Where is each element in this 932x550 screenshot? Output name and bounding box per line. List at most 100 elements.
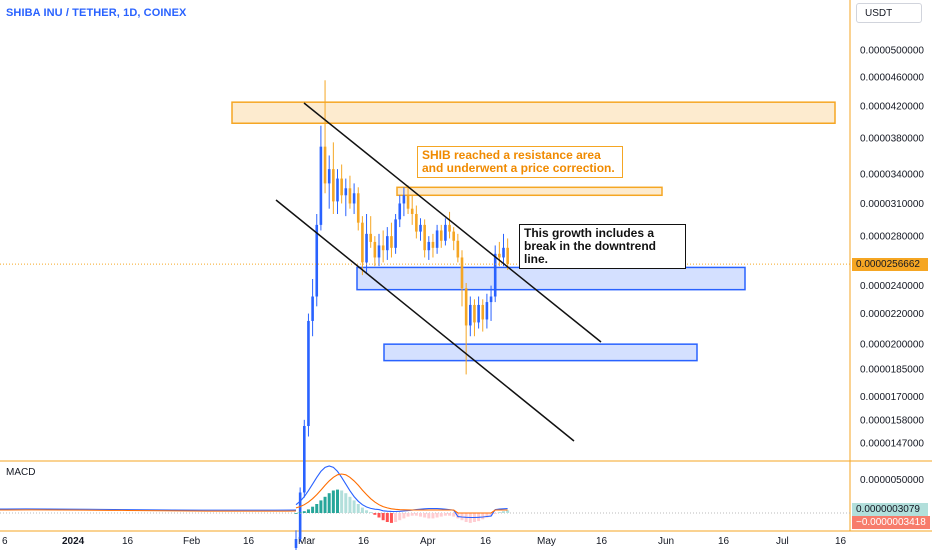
candle-body — [361, 222, 364, 263]
candle-body — [402, 195, 406, 204]
zone-orange — [396, 186, 663, 197]
time-tick-label: 16 — [122, 536, 134, 547]
candle-body — [352, 193, 356, 204]
time-tick-label: 6 — [2, 536, 8, 547]
macd-histogram-bar — [360, 507, 364, 513]
macd-histogram-bar — [302, 511, 306, 513]
candle-body — [473, 304, 476, 323]
price-tick-label: 0.0000147000 — [860, 439, 924, 450]
macd-histogram-bar — [369, 512, 373, 513]
macd-histogram-bar — [439, 513, 443, 517]
macd-histogram-bar — [419, 513, 422, 517]
candle-body — [489, 296, 493, 303]
price-tick-label: 0.0000380000 — [860, 134, 924, 145]
price-tick-label: 0.0000340000 — [860, 169, 924, 180]
candle-body — [323, 146, 327, 184]
macd-histogram-bar — [331, 490, 335, 513]
candle-body — [439, 230, 443, 241]
candle-body — [369, 233, 372, 242]
price-tick-label: 0.0000170000 — [860, 392, 924, 403]
candle-body — [419, 224, 422, 232]
symbol-title: SHIBA INU / TETHER, 1D, COINEX — [6, 7, 187, 19]
macd-histogram-bar — [306, 509, 310, 513]
price-tick-label: 0.0000220000 — [860, 309, 924, 320]
time-tick-label: Jul — [776, 536, 789, 547]
time-tick-label: Apr — [420, 536, 436, 547]
candle-body — [435, 230, 439, 248]
macd-histogram-bar — [448, 513, 452, 516]
macd-histogram-bar — [294, 513, 298, 514]
macd-histogram-bar — [414, 513, 418, 516]
candle-body — [332, 169, 335, 202]
candle-body — [307, 320, 310, 426]
candle-body — [415, 213, 418, 232]
macd-histogram-bar — [340, 490, 344, 513]
price-tick-label: 0.0000460000 — [860, 72, 924, 83]
macd-histogram-bar — [315, 504, 319, 513]
macd-histogram-bar — [344, 493, 348, 513]
candle-body — [502, 247, 505, 258]
candle-body — [303, 425, 306, 493]
macd-histogram-bar — [298, 512, 302, 513]
candle-body — [327, 169, 331, 184]
candle-body — [477, 304, 480, 323]
candle-body — [493, 253, 497, 297]
price-tick-label: 0.0000310000 — [860, 199, 924, 210]
macd-histogram-bar — [311, 506, 315, 513]
macd-label: MACD — [6, 467, 36, 478]
time-tick-label: 16 — [243, 536, 255, 547]
macd-histogram-bar — [356, 504, 360, 513]
macd-line — [295, 465, 508, 519]
candle-body — [311, 296, 314, 321]
candle-body — [481, 304, 485, 320]
candle-body — [448, 224, 451, 232]
candle-body — [406, 195, 410, 209]
candle-body — [444, 224, 447, 241]
candle-body — [464, 288, 468, 326]
resistance-annotation: SHIB reached a resistance area and under… — [417, 146, 623, 178]
candle-body — [431, 241, 435, 248]
candle-body — [386, 236, 389, 251]
macd-tick-label: 0.0000050000 — [860, 475, 924, 486]
macd-histogram-bar — [406, 513, 410, 517]
candle-body — [315, 224, 319, 297]
candle-body — [344, 188, 348, 196]
candle-body — [381, 245, 385, 251]
macd-histogram-bar — [489, 513, 493, 516]
candle-body — [340, 178, 343, 196]
time-tick-label: Mar — [298, 536, 316, 547]
time-tick-label: 16 — [596, 536, 608, 547]
breakout-annotation: This growth includes a break in the down… — [519, 224, 686, 269]
zone-blue — [356, 266, 746, 291]
macd-histogram-bar — [398, 513, 402, 521]
macd-histogram-bar — [423, 513, 427, 518]
macd-histogram-bar — [348, 496, 352, 513]
macd-histogram-bar — [493, 513, 497, 514]
macd-histogram-bar — [352, 500, 356, 513]
candle-body — [460, 257, 464, 289]
macd-histogram-bar — [443, 513, 447, 516]
signal-value-tag: −0.0000003418 — [852, 516, 930, 529]
macd-histogram-bar — [381, 513, 385, 521]
macd-histogram-bar — [497, 512, 501, 513]
macd-histogram-bar — [402, 513, 406, 519]
time-tick-label: May — [537, 536, 556, 547]
candle-body — [498, 253, 501, 258]
macd-histogram-bar — [506, 510, 510, 513]
candle-body — [427, 241, 431, 251]
price-tick-label: 0.0000420000 — [860, 101, 924, 112]
macd-histogram-bar — [373, 513, 377, 515]
downtrend-line-upper — [303, 102, 602, 343]
time-tick-label: Jun — [658, 536, 674, 547]
candle-body — [390, 236, 393, 248]
candle-body — [506, 247, 509, 265]
macd-histogram-bar — [327, 493, 331, 513]
currency-selector[interactable]: USDT — [856, 3, 922, 23]
signal-line-history — [0, 509, 297, 512]
signal-line — [295, 473, 508, 514]
time-tick-label: Feb — [183, 536, 201, 547]
candle-body — [456, 240, 460, 258]
price-tick-label: 0.0000500000 — [860, 46, 924, 57]
macd-histogram-bar — [394, 513, 398, 522]
